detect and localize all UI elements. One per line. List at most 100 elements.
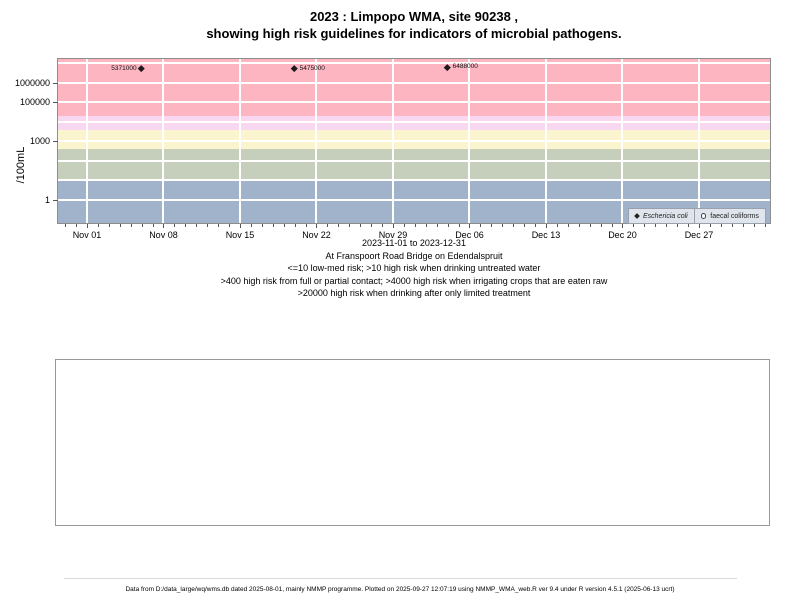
y-axis-label: 1000000 bbox=[14, 77, 50, 88]
x-axis-minor-tick bbox=[633, 224, 635, 227]
x-gridline bbox=[85, 59, 88, 223]
x-axis-minor-tick bbox=[382, 224, 384, 227]
x-axis-minor-tick bbox=[567, 224, 569, 227]
caption-location: At Franspoort Road Bridge on Edendalspru… bbox=[325, 250, 503, 261]
y-axis-tick bbox=[53, 199, 58, 201]
x-axis-minor-tick bbox=[360, 224, 362, 227]
x-axis-major-tick bbox=[86, 224, 88, 228]
x-axis-label: Nov 15 bbox=[225, 230, 255, 240]
x-axis-minor-tick bbox=[436, 224, 438, 227]
risk-band bbox=[58, 129, 770, 150]
x-axis-major-tick bbox=[469, 224, 471, 228]
x-axis-minor-tick bbox=[502, 224, 504, 227]
x-axis-minor-tick bbox=[196, 224, 198, 227]
x-axis-minor-tick bbox=[174, 224, 176, 227]
x-axis-label: Dec 27 bbox=[684, 230, 714, 240]
x-axis-label: Dec 13 bbox=[531, 230, 561, 240]
x-axis-major-tick bbox=[239, 224, 241, 228]
y-axis-label: 1000 bbox=[29, 136, 50, 147]
x-gridline bbox=[391, 59, 394, 223]
x-axis-label: Dec 20 bbox=[608, 230, 637, 240]
x-axis-minor-tick bbox=[720, 224, 722, 227]
x-axis-label: Nov 29 bbox=[378, 230, 408, 240]
x-axis-minor-tick bbox=[644, 224, 646, 227]
caption-guideline-2: >400 high risk from full or partial cont… bbox=[220, 275, 608, 286]
x-axis-minor-tick bbox=[578, 224, 580, 227]
footer-text: Data from D:/data_large/wq/wms.db dated … bbox=[125, 586, 675, 593]
x-gridline bbox=[468, 59, 471, 223]
y-gridline bbox=[58, 101, 770, 104]
empty-panel bbox=[55, 359, 770, 526]
x-axis-minor-tick bbox=[611, 224, 613, 227]
x-axis-minor-tick bbox=[589, 224, 591, 227]
x-axis-minor-tick bbox=[535, 224, 537, 227]
y-gridline bbox=[58, 81, 770, 84]
data-point-label: 5371000 bbox=[111, 64, 137, 72]
x-axis-minor-tick bbox=[480, 224, 482, 227]
y-gridline bbox=[58, 62, 770, 65]
x-axis-major-tick bbox=[316, 224, 318, 228]
y-gridline bbox=[58, 140, 770, 143]
x-axis-minor-tick bbox=[327, 224, 329, 227]
open-circle-icon bbox=[700, 213, 707, 219]
y-axis-label: 100000 bbox=[19, 97, 50, 108]
y-axis-tick bbox=[53, 102, 58, 104]
y-axis-tick bbox=[53, 141, 58, 143]
x-axis-minor-tick bbox=[261, 224, 263, 227]
x-axis-minor-tick bbox=[141, 224, 143, 227]
x-gridline bbox=[238, 59, 241, 223]
footer-divider bbox=[64, 578, 737, 579]
x-axis-minor-tick bbox=[229, 224, 231, 227]
chart-title-line1: 2023 : Limpopo WMA, site 90238 , bbox=[309, 9, 519, 24]
x-gridline bbox=[621, 59, 624, 223]
x-axis-minor-tick bbox=[349, 224, 351, 227]
x-axis-minor-tick bbox=[294, 224, 296, 227]
legend-label: faecal coliforms bbox=[710, 212, 759, 220]
x-axis-minor-tick bbox=[677, 224, 679, 227]
x-axis-minor-tick bbox=[76, 224, 78, 227]
x-axis-minor-tick bbox=[731, 224, 733, 227]
plot-area: 5371000 5475000 6488000 bbox=[58, 59, 770, 223]
caption-date-range: 2023-11-01 to 2023-12-31 bbox=[362, 238, 466, 248]
x-axis-minor-tick bbox=[655, 224, 657, 227]
x-axis-minor-tick bbox=[108, 224, 110, 227]
y-gridline bbox=[58, 198, 770, 201]
x-axis-minor-tick bbox=[556, 224, 558, 227]
chart-title: 2023 : Limpopo WMA, site 90238 , showing… bbox=[58, 8, 770, 42]
x-axis-minor-tick bbox=[250, 224, 252, 227]
x-axis-minor-tick bbox=[414, 224, 416, 227]
x-axis-minor-tick bbox=[97, 224, 99, 227]
x-axis-minor-tick bbox=[403, 224, 405, 227]
x-axis-minor-tick bbox=[218, 224, 220, 227]
x-axis-minor-tick bbox=[458, 224, 460, 227]
y-gridline bbox=[58, 179, 770, 182]
chart-title-line2: showing high risk guidelines for indicat… bbox=[206, 26, 622, 41]
x-axis-label: Dec 06 bbox=[455, 230, 484, 240]
legend-label: Eschericia coli bbox=[643, 212, 688, 220]
x-axis-minor-tick bbox=[371, 224, 373, 227]
chart-captions: 2023-11-01 to 2023-12-31 At Franspoort R… bbox=[58, 237, 770, 300]
x-axis-minor-tick bbox=[152, 224, 154, 227]
y-gridline bbox=[58, 120, 770, 123]
data-point-label: 6488000 bbox=[452, 63, 478, 71]
x-axis-label: Nov 08 bbox=[149, 230, 178, 240]
x-axis-minor-tick bbox=[130, 224, 132, 227]
x-axis-minor-tick bbox=[207, 224, 209, 227]
x-axis-minor-tick bbox=[666, 224, 668, 227]
y-gridline bbox=[58, 159, 770, 162]
x-axis-minor-tick bbox=[709, 224, 711, 227]
x-axis-minor-tick bbox=[65, 224, 67, 227]
data-point-label: 5475000 bbox=[299, 64, 325, 72]
x-axis-minor-tick bbox=[688, 224, 690, 227]
x-axis-minor-tick bbox=[753, 224, 755, 227]
x-axis-minor-tick bbox=[524, 224, 526, 227]
x-axis-major-tick bbox=[545, 224, 547, 228]
caption-guideline-3: >20000 high risk when drinking after onl… bbox=[297, 288, 531, 298]
y-axis-title: /100mL bbox=[15, 146, 27, 184]
x-axis-minor-tick bbox=[513, 224, 515, 227]
risk-band bbox=[58, 59, 770, 117]
caption-guideline-1: <=10 low-med risk; >10 high risk when dr… bbox=[287, 263, 541, 273]
x-axis-minor-tick bbox=[305, 224, 307, 227]
x-axis-major-tick bbox=[622, 224, 624, 228]
